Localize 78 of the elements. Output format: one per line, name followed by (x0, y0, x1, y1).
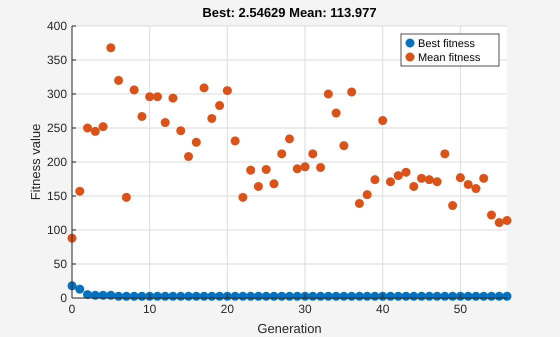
point (432, 177, 442, 186)
point (90, 126, 100, 136)
point (386, 177, 395, 186)
point (370, 175, 380, 184)
point (292, 164, 302, 174)
point (308, 149, 318, 158)
point (486, 210, 496, 220)
point (168, 94, 178, 103)
point (277, 149, 286, 158)
point (122, 192, 131, 202)
point (222, 86, 232, 96)
point (440, 149, 450, 158)
point (200, 83, 209, 92)
point (269, 179, 278, 188)
y-tick-label: 200 (46, 155, 68, 169)
point (354, 198, 364, 208)
point (502, 292, 512, 301)
x-tick-label: 10 (143, 302, 157, 316)
point (130, 85, 139, 94)
point (394, 171, 403, 180)
x-tick-label: 20 (220, 302, 234, 316)
y-tick-label: 300 (46, 87, 68, 101)
point (378, 116, 388, 126)
x-tick-label: 30 (298, 302, 312, 316)
point (114, 76, 124, 85)
point (417, 174, 426, 183)
legend-label: Mean fitness (418, 52, 481, 64)
point (207, 114, 216, 123)
y-tick-label: 50 (54, 257, 68, 271)
point (362, 190, 372, 200)
point (424, 175, 434, 184)
point (285, 134, 294, 144)
point (75, 186, 84, 196)
point (106, 43, 116, 52)
x-axis-title: Generation (257, 321, 322, 336)
y-tick-label: 150 (46, 189, 68, 203)
point (402, 168, 411, 177)
point (83, 124, 92, 132)
point (494, 218, 504, 228)
y-tick-label: 0 (60, 291, 68, 305)
y-tick-label: 350 (46, 53, 68, 67)
point (137, 112, 146, 121)
x-tick-label: 40 (376, 302, 390, 316)
y-tick-label: 400 (46, 19, 68, 33)
legend-label: Best fitness (418, 38, 476, 50)
point (324, 90, 333, 98)
point (347, 87, 356, 96)
y-tick-label: 250 (46, 121, 68, 135)
point (332, 108, 341, 118)
point (479, 174, 488, 183)
point (230, 136, 240, 146)
point (184, 152, 194, 162)
point (471, 184, 480, 194)
point (339, 141, 348, 150)
point (316, 162, 326, 172)
point (75, 284, 84, 294)
point (448, 201, 458, 210)
point (160, 118, 170, 128)
point (152, 92, 162, 102)
point (246, 166, 256, 175)
point (262, 164, 271, 174)
point (464, 180, 473, 189)
point (409, 182, 418, 191)
x-tick-label: 50 (454, 302, 468, 316)
point (456, 173, 465, 182)
point (145, 92, 154, 102)
point (300, 162, 310, 172)
chart-title: Best: 2.54629 Mean: 113.977 (202, 5, 377, 20)
y-tick-label: 100 (46, 223, 68, 237)
x-tick-label: 0 (68, 302, 76, 316)
y-axis-title: Fitness value (28, 124, 43, 200)
point (254, 182, 263, 191)
point (98, 122, 108, 132)
point (502, 216, 512, 225)
point (215, 101, 224, 110)
point (238, 192, 248, 202)
point (192, 138, 201, 147)
point (176, 126, 186, 136)
